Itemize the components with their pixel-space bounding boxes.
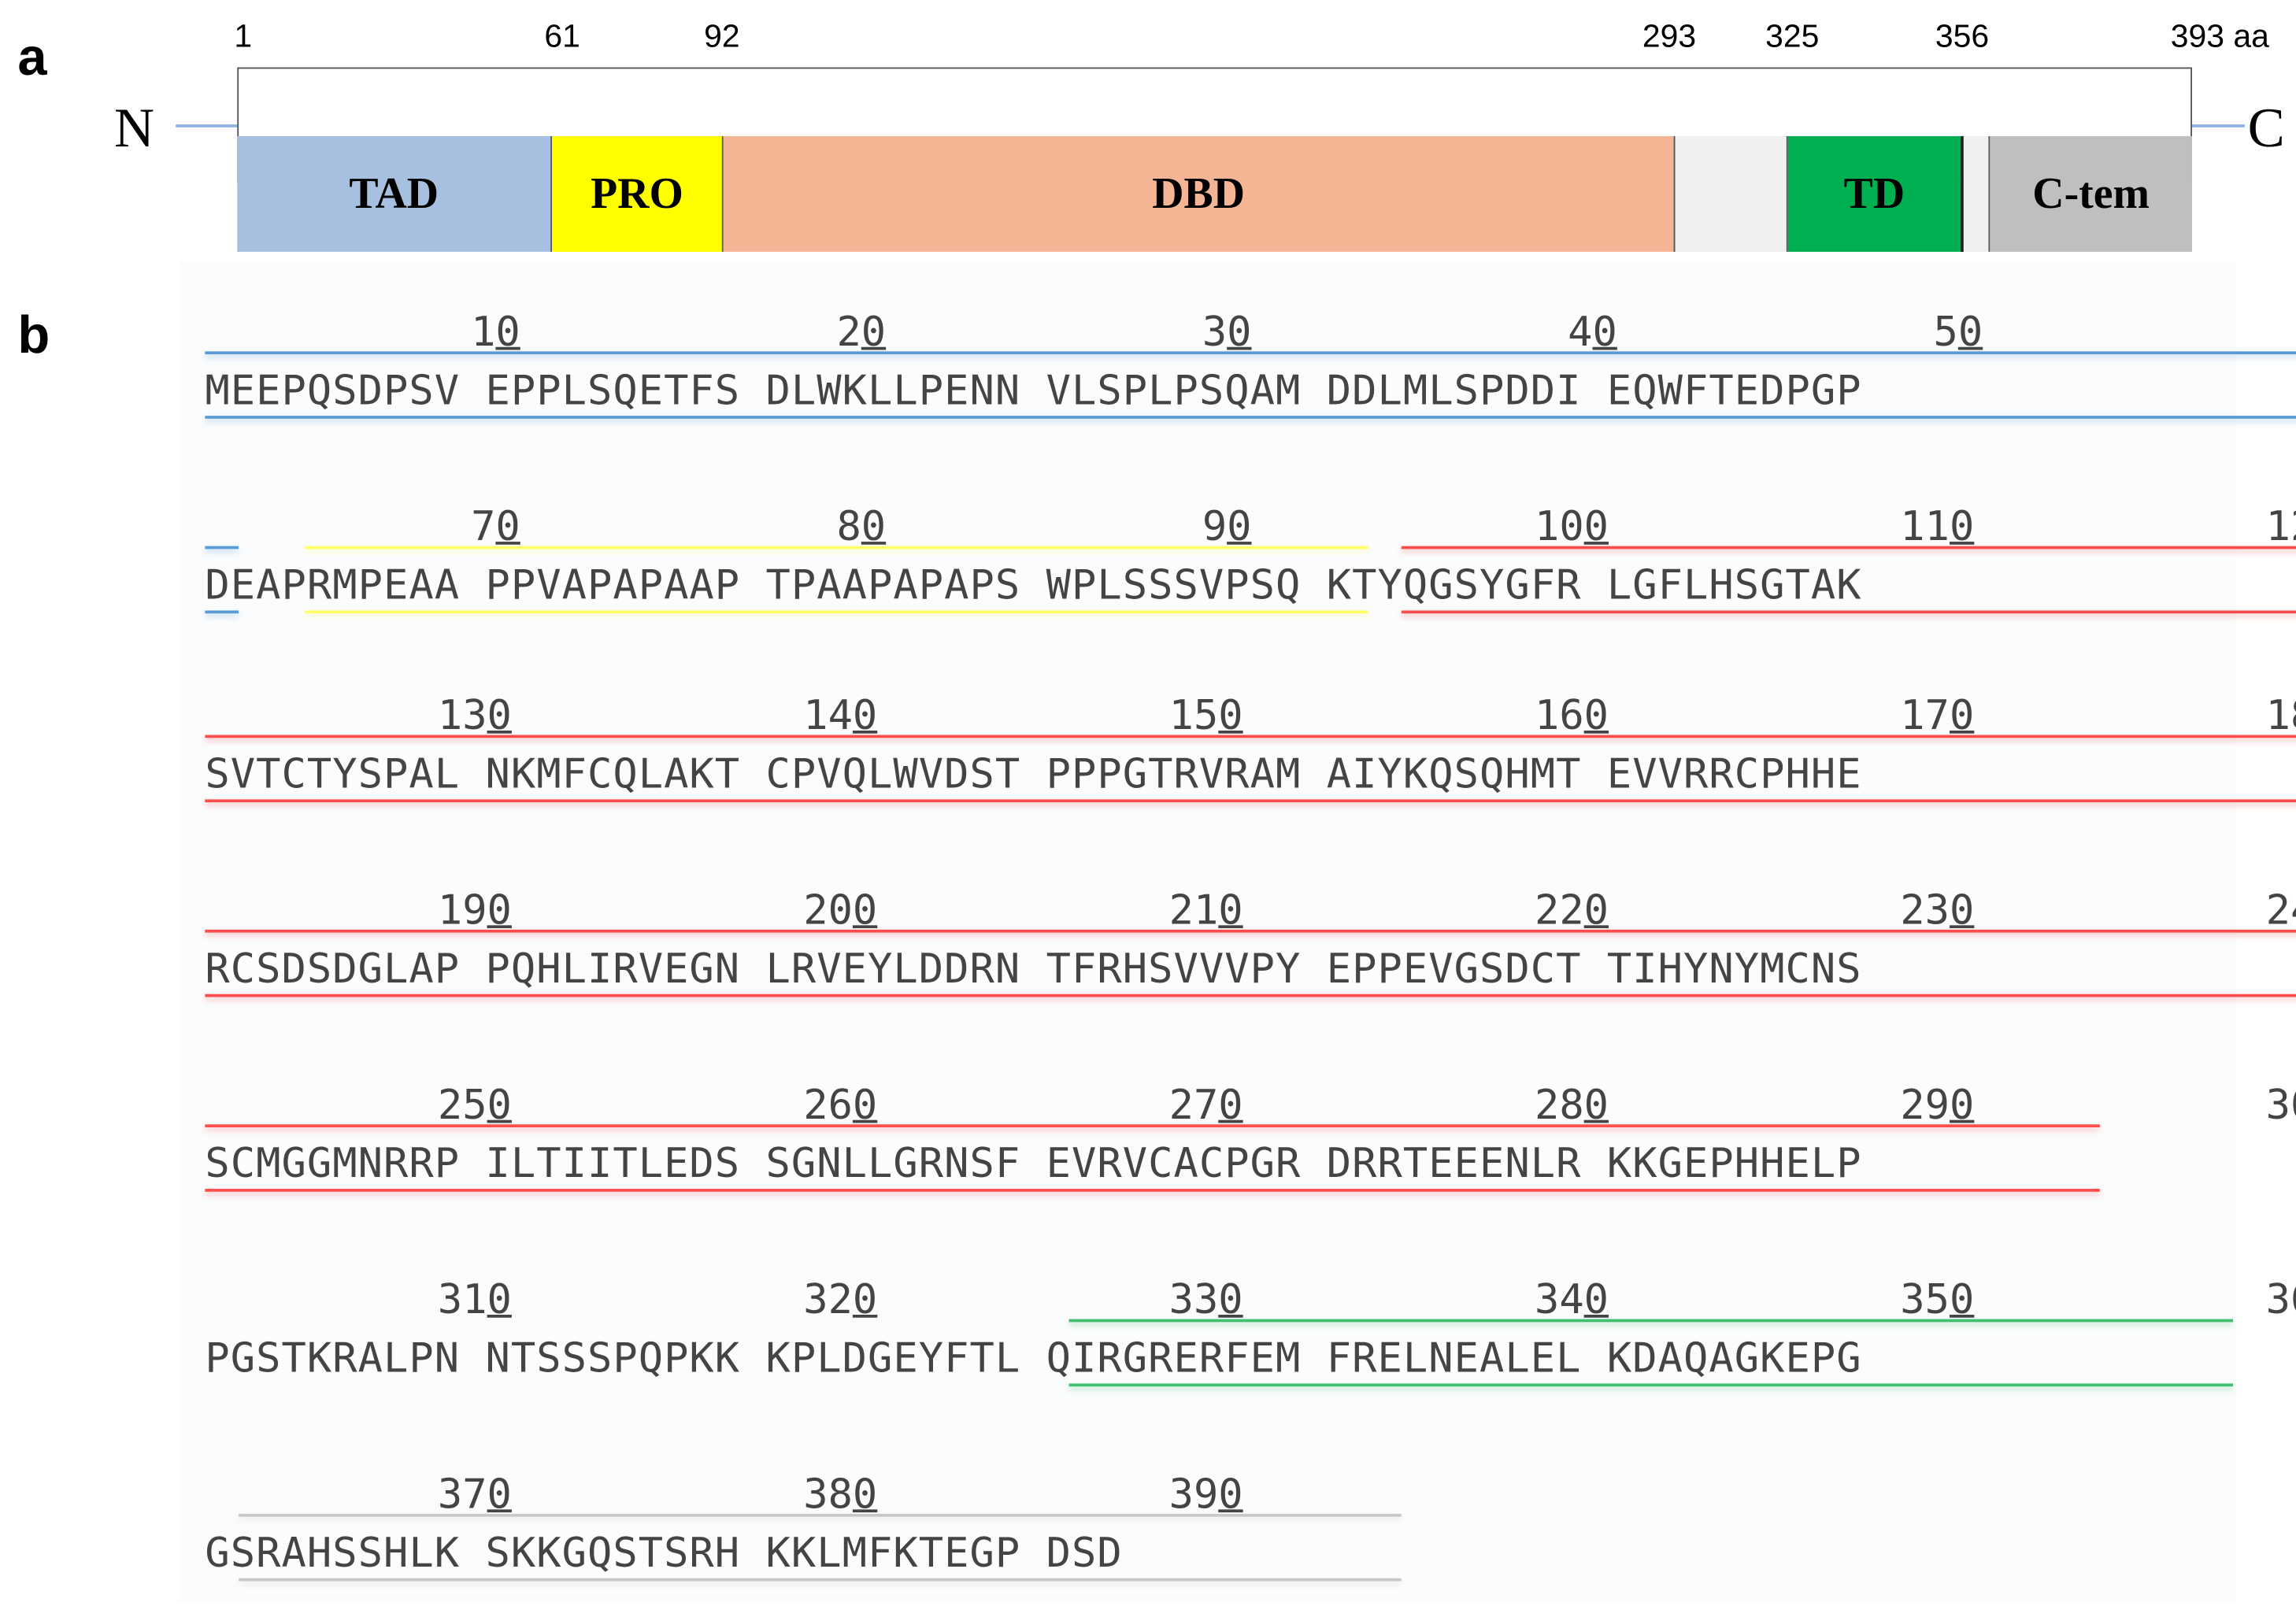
residue-number: 210 [1168,886,1243,934]
residue-number: 190 [437,886,512,934]
residue-number: 300 [2265,1080,2296,1129]
domain-highlight-dbd-bottom [205,1189,2100,1192]
domain-highlight-tad-bottom [205,416,2296,419]
residue-number: 270 [1168,1080,1243,1129]
residue-number: 340 [1534,1275,1609,1324]
domain-highlight-dbd-bottom [1402,610,2296,614]
residue-number: 310 [437,1275,512,1324]
domain-highlight-pro-top [304,546,1368,550]
position-61: 61 [544,17,580,54]
residue-number: 350 [1900,1275,1975,1324]
sequence-row: SVTCTYSPAL NKMFCQLAKT CPVQLWVDST PPPGTRV… [205,749,1862,798]
residue-number: 330 [1168,1275,1243,1324]
residue-number: 110 [1900,501,1975,551]
position-1: 1 [234,17,253,54]
sequence-row: GSRAHSSHLK SKKGQSTSRH KKLMFKTEGP DSD [205,1528,1123,1577]
domain-tad-label: TAD [349,168,439,218]
domain-highlight-tad-top [205,351,2296,355]
residue-number: 240 [2265,886,2296,934]
n-terminus-line [176,124,238,128]
residue-number: 70 [471,501,520,551]
residue-number: 30 [1202,307,1252,356]
domain-tad: TAD [237,135,553,252]
residue-number: 20 [836,307,887,356]
domain-highlight-dbd-top [205,1124,2100,1127]
panel-a-label: a [17,26,47,87]
linker-region-2 [1963,135,1990,252]
domain-pro: PRO [552,135,724,252]
panel-b-label: b [17,304,50,365]
residue-number: 180 [2265,690,2296,740]
domain-td-label: TD [1843,168,1905,218]
domain-highlight-c-tem-top [238,1513,1402,1517]
domain-highlight-tad-bottom [205,610,239,614]
residue-number: 170 [1900,690,1975,740]
linker-region [1675,135,1788,252]
residue-number: 140 [803,690,878,740]
residue-number: 150 [1168,690,1243,740]
sequence-row: SCMGGMNRRP ILTIITLEDS SGNLLGRNSF EVRVCAC… [205,1138,1862,1188]
residue-number: 90 [1202,501,1252,551]
residue-number: 220 [1534,886,1609,934]
residue-number: 320 [803,1275,878,1324]
domain-bar: TAD PRO DBD TD C-tem [237,67,2192,252]
domain-highlight-td-top [1068,1319,2233,1323]
c-terminus-line [2191,124,2245,128]
domain-td: TD [1787,135,1964,252]
sequence-row: RCSDSDGLAP PQHLIRVEGN LRVEYLDDRN TFRHSVV… [205,944,1862,993]
domain-highlight-tad-top [205,546,239,550]
domain-highlight-pro-bottom [304,610,1368,614]
sequence-row: MEEPQSDPSV EPPLSQETFS DLWKLLPENN VLSPLPS… [205,365,1862,415]
c-terminus-label: C [2247,98,2285,160]
domain-c-tem-label: C-tem [2032,168,2150,218]
residue-number: 370 [437,1470,512,1519]
domain-c-tem: C-tem [1990,135,2192,252]
residue-number: 80 [836,501,887,551]
residue-number: 10 [471,307,520,356]
residue-number: 120 [2265,501,2296,551]
residue-number: 290 [1900,1080,1975,1129]
domain-dbd-label: DBD [1152,168,1246,218]
length-label: 393 aa [2170,17,2269,54]
position-325: 325 [1765,17,1820,54]
domain-highlight-dbd-top [205,929,2296,933]
domain-pro-label: PRO [591,168,683,218]
sequence-row: DEAPRMPEAA PPVAPAPAAP TPAAPAPAPS WPLSSSV… [205,561,1862,609]
domain-highlight-c-tem-bottom [238,1578,1402,1582]
residue-number: 130 [437,690,512,740]
domain-dbd: DBD [723,135,1676,252]
residue-number: 390 [1168,1470,1243,1519]
residue-number: 100 [1534,501,1609,551]
sequence-row: PGSTKRALPN NTSSSPQPKK KPLDGEYFTL QIRGRER… [205,1334,1862,1382]
residue-number: 50 [1933,307,1983,356]
residue-number: 260 [803,1080,878,1129]
residue-number: 40 [1568,307,1617,356]
residue-number: 250 [437,1080,512,1129]
residue-number: 280 [1534,1080,1609,1129]
n-terminus-label: N [114,98,155,160]
domain-highlight-dbd-bottom [205,994,2296,997]
domain-highlight-td-bottom [1068,1383,2233,1387]
residue-number: 380 [803,1470,878,1519]
residue-number: 360 [2265,1275,2296,1324]
domain-highlight-dbd-top [205,735,2296,738]
domain-highlight-dbd-top [1402,546,2296,550]
domain-highlight-dbd-bottom [205,799,2296,803]
position-92: 92 [704,17,740,54]
residue-number: 200 [803,886,878,934]
residue-number: 230 [1900,886,1975,934]
position-356: 356 [1935,17,1990,54]
position-293: 293 [1642,17,1697,54]
residue-number: 160 [1534,690,1609,740]
